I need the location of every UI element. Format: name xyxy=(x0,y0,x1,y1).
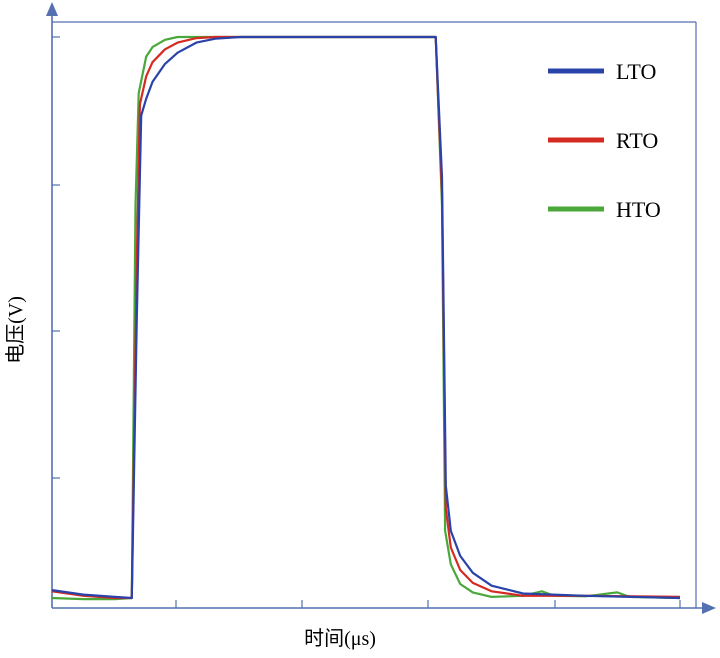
legend-label-rto: RTO xyxy=(616,128,658,153)
y-axis-arrow-icon xyxy=(46,2,58,16)
series-line-lto xyxy=(51,35,681,600)
series-lines xyxy=(51,35,681,601)
x-axis-ticks xyxy=(175,600,681,608)
legend: LTO RTO HTO xyxy=(548,59,661,222)
y-axis-ticks xyxy=(52,36,60,479)
series-line-hto xyxy=(51,35,681,601)
plot-frame xyxy=(46,2,716,614)
series-line-rto xyxy=(51,35,681,600)
legend-label-lto: LTO xyxy=(616,59,656,84)
legend-label-hto: HTO xyxy=(616,197,661,222)
x-axis-label: 时间(μs) xyxy=(304,627,376,650)
y-axis-label: 电压(V) xyxy=(4,296,27,364)
x-axis-arrow-icon xyxy=(702,602,716,614)
